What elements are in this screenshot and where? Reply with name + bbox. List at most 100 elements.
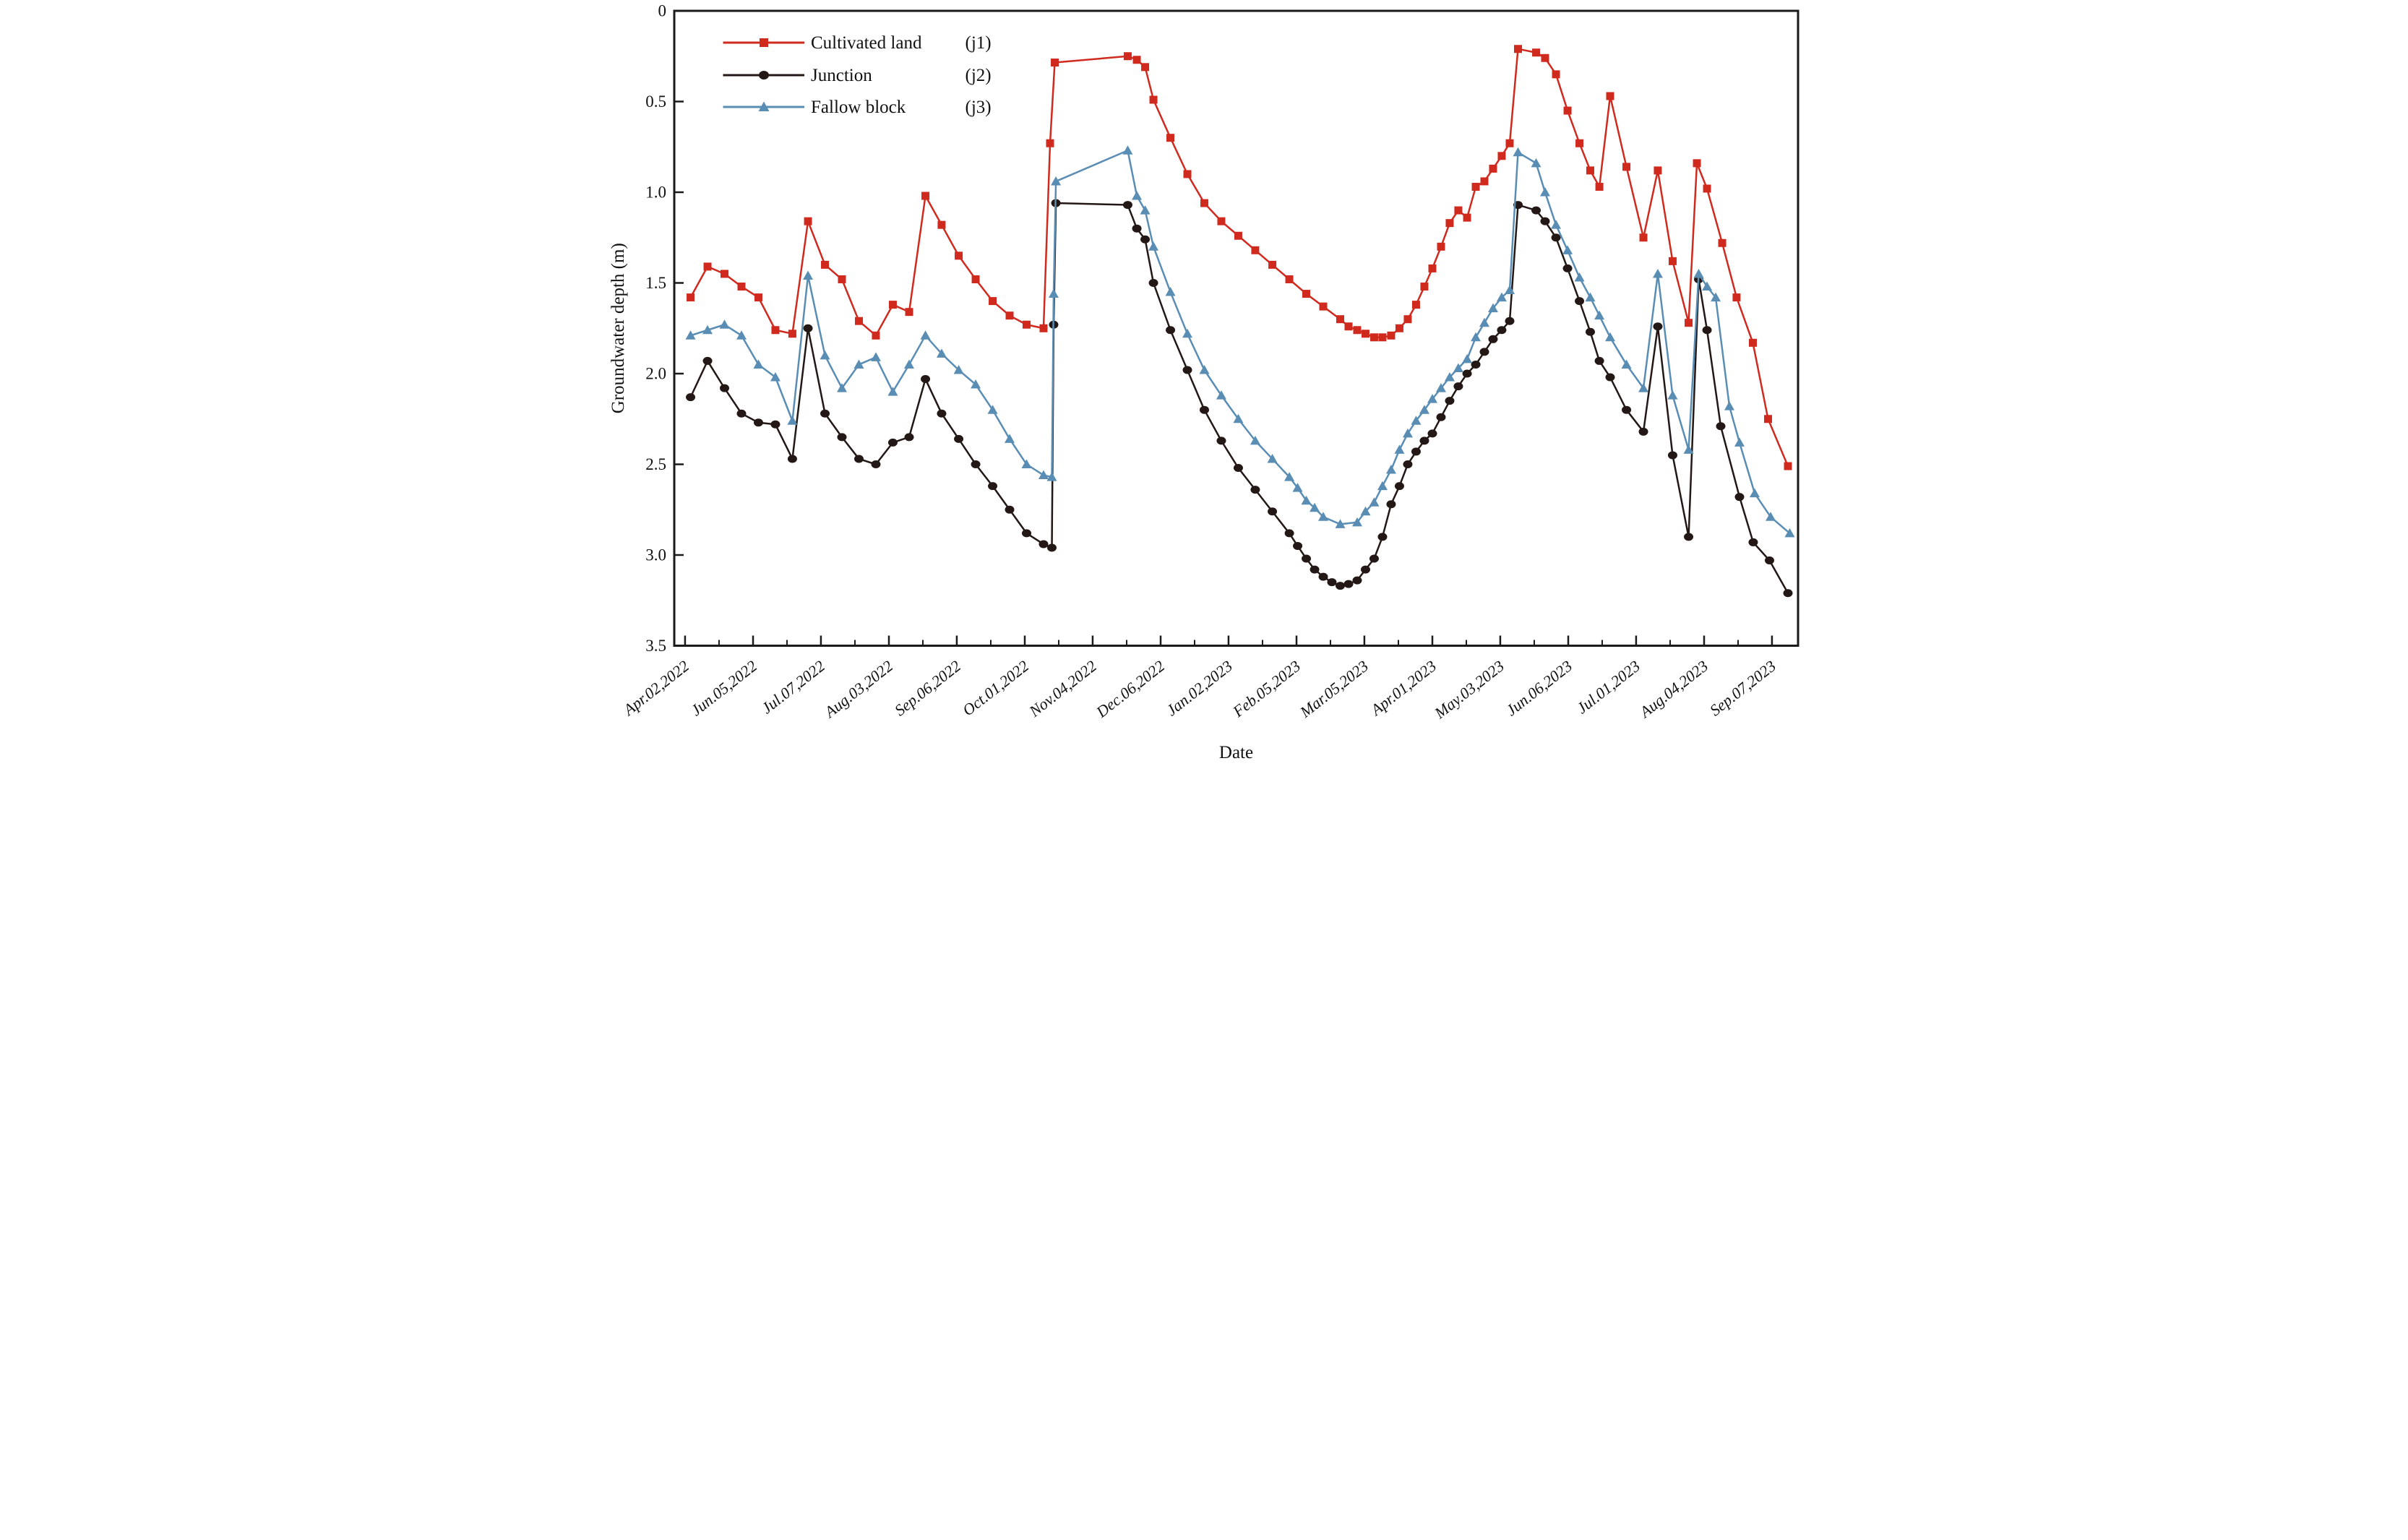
triangle-marker: [1724, 401, 1734, 410]
circle-marker: [971, 460, 981, 468]
triangle-marker: [1734, 437, 1745, 447]
triangle-marker: [1551, 220, 1562, 229]
circle-marker: [1122, 201, 1132, 210]
triangle-marker: [936, 348, 947, 358]
triangle-marker: [1683, 444, 1694, 454]
square-marker: [1046, 139, 1054, 147]
square-marker: [989, 297, 997, 306]
square-marker: [1039, 324, 1048, 332]
y-tick-label: 1.5: [645, 274, 666, 292]
circle-marker: [1445, 397, 1455, 405]
square-marker: [1005, 311, 1014, 320]
triangle-marker: [1562, 245, 1573, 254]
triangle-marker: [987, 405, 998, 414]
square-marker: [760, 38, 768, 47]
x-axis: Apr.02,2022Jun.05,2022Jul.07,2022Aug.03,…: [619, 635, 1779, 723]
triangle-marker: [1784, 528, 1795, 538]
circle-marker: [1352, 576, 1362, 585]
series-junction: [686, 199, 1793, 598]
circle-marker: [1453, 382, 1463, 391]
square-marker: [721, 270, 729, 278]
square-marker: [1369, 333, 1378, 342]
triangle-marker: [1531, 158, 1541, 168]
square-marker: [971, 275, 980, 283]
y-tick-label: 2.5: [645, 455, 666, 473]
x-tick-label: May.03,2023: [1430, 657, 1508, 723]
triangle-marker: [1594, 310, 1605, 320]
x-tick-label: Dec.06,2022: [1092, 657, 1168, 722]
series-cultivated-land: [687, 45, 1792, 470]
circle-marker: [1765, 556, 1775, 565]
y-tick-label: 3.5: [645, 637, 666, 655]
circle-marker: [1021, 529, 1031, 538]
x-tick-label: Apr.01,2023: [1366, 657, 1440, 720]
square-marker: [771, 326, 780, 335]
circle-marker: [1182, 366, 1192, 374]
triangle-marker: [685, 330, 696, 340]
square-marker: [1575, 139, 1584, 147]
square-marker: [1505, 139, 1514, 147]
circle-marker: [686, 393, 696, 402]
triangle-marker: [1504, 285, 1515, 295]
triangle-marker: [1310, 502, 1320, 512]
circle-marker: [1335, 582, 1345, 590]
square-marker: [1639, 233, 1648, 242]
circle-marker: [1293, 541, 1303, 550]
triangle-marker: [971, 379, 981, 389]
circle-marker: [1783, 589, 1793, 598]
triangle-marker: [1427, 394, 1438, 403]
square-marker: [1123, 52, 1132, 61]
triangle-marker: [1148, 241, 1159, 251]
square-marker: [955, 251, 963, 260]
circle-marker: [1046, 543, 1057, 552]
triangle-marker: [1453, 363, 1463, 372]
triangle-marker: [1233, 413, 1244, 423]
square-marker: [1654, 166, 1662, 175]
square-marker: [1718, 238, 1727, 247]
circle-marker: [1436, 413, 1446, 421]
triangle-marker: [1574, 272, 1585, 282]
triangle-marker: [1462, 353, 1473, 364]
square-marker: [905, 308, 913, 317]
circle-marker: [1684, 533, 1694, 541]
y-axis-title: Groundwater depth (m): [609, 243, 628, 413]
circle-marker: [1551, 233, 1561, 242]
square-marker: [1132, 56, 1141, 64]
triangle-marker: [1605, 332, 1616, 342]
circle-marker: [1233, 464, 1243, 473]
square-marker: [1268, 260, 1277, 269]
square-marker: [1022, 320, 1031, 329]
triangle-marker: [1471, 332, 1482, 342]
square-marker: [1595, 182, 1604, 191]
square-marker: [1387, 331, 1396, 340]
triangle-marker: [1496, 292, 1507, 302]
square-marker: [1784, 462, 1792, 470]
circle-marker: [1284, 529, 1294, 538]
groundwater-depth-chart: 0 0.5 1.0 1.5 2.0 2.5 3.0 3.5 Apr.02,2022 Jun.05,…: [602, 0, 1806, 770]
square-marker: [1183, 170, 1192, 178]
y-tick-label: 0.5: [645, 93, 666, 111]
x-tick-label: Nov.04,2022: [1025, 657, 1101, 721]
circle-marker: [1302, 554, 1312, 563]
circle-marker: [904, 433, 914, 442]
square-marker: [1437, 242, 1445, 251]
square-marker: [1513, 45, 1522, 53]
circle-marker: [921, 375, 931, 384]
x-tick-label: Aug.03,2022: [820, 657, 897, 722]
triangle-marker: [820, 350, 830, 360]
legend-tag-cultivated-land: (j1): [966, 33, 992, 53]
triangle-marker: [1051, 176, 1062, 186]
square-marker: [1606, 92, 1614, 100]
legend-label-fallow-block: Fallow block: [811, 98, 906, 117]
x-tick-label: Sep.07,2023: [1706, 657, 1779, 720]
square-marker: [1411, 301, 1420, 309]
square-marker: [804, 217, 812, 225]
square-marker: [854, 317, 863, 325]
circle-marker: [1667, 451, 1677, 460]
square-marker: [1217, 217, 1226, 225]
circle-marker: [1427, 429, 1437, 438]
circle-marker: [853, 455, 864, 463]
triangle-marker: [1046, 472, 1057, 481]
triangle-marker: [1301, 495, 1312, 505]
square-marker: [1361, 330, 1369, 338]
